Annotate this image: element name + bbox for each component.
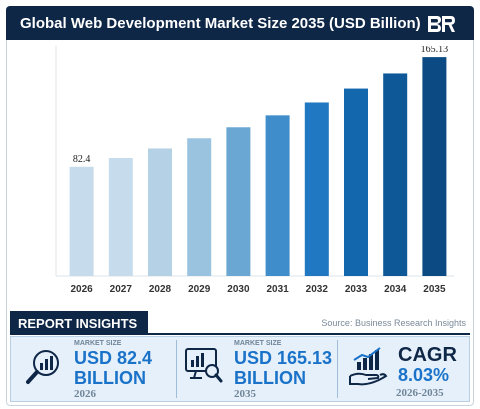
bar-2026 bbox=[69, 166, 94, 276]
x-tick-label: 2028 bbox=[149, 284, 172, 295]
x-tick-label: 2026 bbox=[70, 284, 93, 295]
bar-2027 bbox=[108, 158, 133, 276]
magnifier-chart-icon bbox=[26, 350, 59, 384]
card-value-unit: BILLION bbox=[74, 368, 146, 388]
x-tick-label: 2029 bbox=[188, 284, 211, 295]
x-tick-label: 2032 bbox=[306, 284, 329, 295]
bar-2030 bbox=[226, 127, 251, 276]
brand-logo-icon bbox=[428, 16, 455, 32]
bar-2034 bbox=[383, 73, 408, 276]
card-label: MARKET SIZE bbox=[234, 340, 282, 347]
bar-2035 bbox=[422, 57, 447, 276]
x-tick-label: 2031 bbox=[266, 284, 289, 295]
card-divider bbox=[176, 340, 177, 398]
card-divider bbox=[337, 340, 338, 398]
bar-2032 bbox=[304, 102, 329, 276]
source-note: Source: Business Research Insights bbox=[321, 318, 466, 328]
x-tick-label: 2033 bbox=[345, 284, 368, 295]
bar-2033 bbox=[344, 88, 368, 276]
page-title: Global Web Development Market Size 2035 … bbox=[20, 15, 421, 32]
data-label: 82.4 bbox=[73, 154, 91, 165]
card-value: USD 82.4 bbox=[74, 348, 153, 368]
report-insights-tab: REPORT INSIGHTS bbox=[10, 311, 148, 335]
card-value-unit: BILLION bbox=[234, 368, 306, 388]
card-value: USD 165.13 bbox=[234, 348, 333, 368]
x-tick-label: 2027 bbox=[110, 284, 133, 295]
card-label: MARKET SIZE bbox=[74, 340, 122, 347]
bar-chart: 82.4 165.13 2026 2027 2028 2029 2030 2031 2032 2… bbox=[14, 46, 466, 298]
card-year: 2035 bbox=[234, 388, 256, 400]
title-bar: Global Web Development Market Size 2035 … bbox=[6, 6, 474, 40]
x-tick-label: 2035 bbox=[423, 284, 446, 295]
bar-2031 bbox=[265, 115, 290, 276]
data-label: 165.13 bbox=[421, 46, 449, 55]
bar-chart-svg: 82.4 165.13 2026 2027 2028 2029 2030 2031 2032 2… bbox=[55, 46, 454, 295]
monitor-magnifier-icon bbox=[185, 348, 223, 383]
card-value: CAGR bbox=[398, 344, 457, 366]
insights-panel bbox=[10, 336, 470, 402]
bar-2029 bbox=[187, 138, 212, 276]
hand-growth-chart-icon bbox=[349, 347, 388, 386]
x-tick-label: 2030 bbox=[227, 284, 250, 295]
card-year: 2026 bbox=[74, 388, 96, 400]
insights-divider-rule bbox=[10, 333, 470, 335]
card-year-range: 2026-2035 bbox=[396, 387, 444, 399]
bar-2028 bbox=[148, 148, 172, 276]
card-value-percent: 8.03% bbox=[398, 365, 450, 385]
x-tick-label: 2034 bbox=[384, 284, 407, 295]
